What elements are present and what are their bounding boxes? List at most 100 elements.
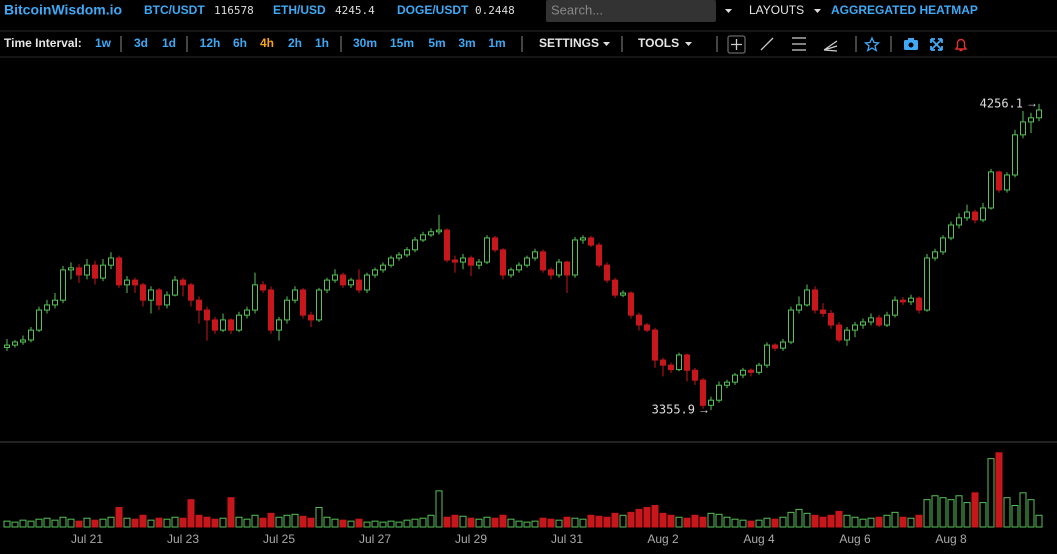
settings-button[interactable]: SETTINGS [539, 36, 599, 50]
volume-bar [835, 510, 843, 528]
layouts-button[interactable]: LAYOUTS [749, 3, 804, 17]
volume-bar [43, 517, 51, 528]
ticker-symbol[interactable]: ETH/USD [273, 3, 326, 17]
interval-button[interactable]: 1h [315, 36, 329, 50]
volume-bar [163, 518, 171, 528]
interval-button[interactable]: 5m [428, 36, 445, 50]
ticker-symbol[interactable]: BTC/USDT [144, 3, 205, 17]
volume-bar [179, 517, 187, 528]
volume-bar [555, 519, 563, 528]
logo[interactable]: BitcoinWisdom.io [4, 2, 122, 18]
candle-body [252, 284, 258, 311]
dropdown-arrow[interactable] [603, 42, 610, 46]
volume-bar [315, 506, 323, 528]
volume-bar [211, 518, 219, 528]
interval-button[interactable]: 3d [134, 36, 148, 50]
candle-body [740, 369, 746, 376]
search-box[interactable] [546, 0, 716, 22]
volume-bar [883, 514, 891, 528]
high-label: 4256.1 [980, 96, 1023, 110]
interval-button[interactable]: 4h [260, 36, 274, 50]
candle-body [724, 381, 730, 386]
volume-bar [595, 515, 603, 528]
candle-body [732, 374, 738, 383]
candle-body [460, 257, 466, 263]
candle-body [668, 364, 674, 371]
candle-body [420, 234, 426, 241]
candle-body [892, 299, 898, 316]
volume-bar [963, 502, 971, 528]
candle-body [100, 264, 106, 279]
search-placeholder: Search... [551, 2, 603, 17]
candle-body [492, 237, 498, 251]
interval-button[interactable]: 6h [233, 36, 247, 50]
candle-body [292, 289, 298, 301]
candle-body [1020, 121, 1026, 136]
favorite-icon[interactable] [863, 36, 881, 52]
candle-body [820, 309, 826, 314]
candle-body [572, 239, 578, 276]
interval-button[interactable]: 12h [200, 36, 221, 50]
candle-body [916, 297, 922, 311]
volume-bar [923, 499, 931, 528]
camera-icon[interactable] [904, 38, 918, 50]
candle-body [1036, 109, 1042, 119]
candle-body [780, 341, 786, 349]
candle-body [260, 284, 266, 291]
candle-body [156, 289, 162, 306]
volume-bar [763, 517, 771, 528]
candle-body [148, 289, 154, 301]
dropdown-arrow[interactable] [685, 42, 692, 46]
candle-body [364, 274, 370, 291]
candle-body [972, 211, 978, 221]
dropdown-arrow[interactable] [725, 9, 732, 13]
volume-bar [651, 505, 659, 528]
ticker-symbol[interactable]: DOGE/USDT [397, 3, 469, 17]
volume-bar [443, 516, 451, 528]
volume-bar [675, 516, 683, 528]
candle-body [52, 299, 58, 306]
candle-body [812, 289, 818, 311]
interval-button[interactable]: 15m [390, 36, 414, 50]
candle-body [220, 319, 226, 331]
volume-bar [491, 517, 499, 528]
dropdown-arrow[interactable] [814, 9, 821, 13]
volume-bar [563, 516, 571, 528]
volume-bar [683, 517, 691, 528]
x-tick-label: Aug 8 [935, 532, 967, 546]
volume-bar [723, 516, 731, 528]
volume-bar [643, 506, 651, 528]
volume-bar [83, 517, 91, 528]
volume-bar [851, 516, 859, 528]
interval-button[interactable]: 1m [488, 36, 505, 50]
candle-body [548, 269, 554, 276]
candle-body [436, 229, 442, 233]
fullscreen-icon[interactable] [930, 38, 943, 51]
interval-button[interactable]: 1d [162, 36, 176, 50]
interval-button[interactable]: 30m [353, 36, 377, 50]
volume-bar [531, 520, 539, 528]
x-tick-label: Jul 21 [71, 532, 103, 546]
alert-icon[interactable] [954, 38, 968, 52]
tools-button[interactable]: TOOLS [638, 36, 679, 50]
volume-bar [875, 516, 883, 528]
candle-body [244, 309, 250, 316]
interval-button[interactable]: 3m [458, 36, 475, 50]
volume-bar [427, 514, 435, 528]
candle-body [500, 249, 506, 276]
drawing-tools[interactable] [727, 35, 838, 54]
candle-body [484, 237, 490, 263]
volume-bar [467, 517, 475, 528]
volume-bar [387, 520, 395, 528]
interval-button[interactable]: 2h [288, 36, 302, 50]
heatmap-link[interactable]: AGGREGATED HEATMAP [831, 3, 978, 17]
interval-button[interactable]: 1w [95, 36, 112, 50]
candle-body [828, 312, 834, 326]
volume-bar [787, 511, 795, 528]
candle-body [388, 257, 394, 266]
volume-bar [147, 519, 155, 528]
candle-body [468, 257, 474, 266]
candle-body [188, 284, 194, 301]
x-tick-label: Aug 2 [647, 532, 679, 546]
